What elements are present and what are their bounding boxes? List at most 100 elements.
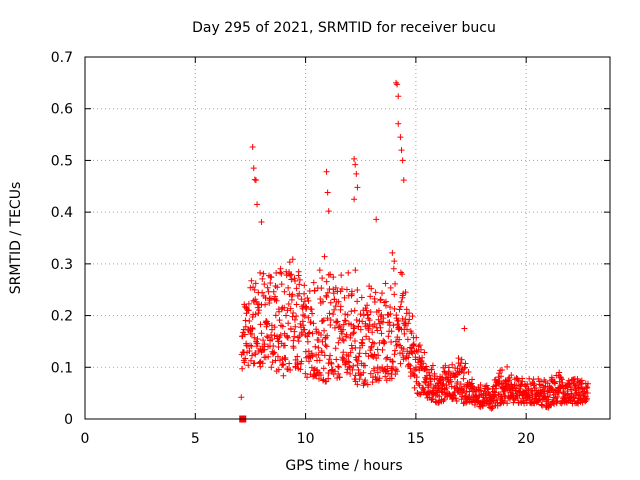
data-point [391, 258, 398, 265]
data-point [293, 313, 300, 320]
data-point [461, 364, 468, 371]
data-point [249, 325, 256, 332]
data-point [279, 323, 286, 330]
data-point [304, 295, 311, 302]
data-point [332, 284, 339, 291]
data-point [347, 349, 354, 356]
data-point [413, 334, 420, 341]
data-point [317, 372, 324, 379]
data-point [392, 371, 399, 378]
data-point [288, 271, 295, 278]
data-point [440, 380, 447, 387]
data-point [378, 311, 385, 318]
data-point [581, 388, 588, 395]
data-point [260, 270, 267, 277]
data-point [415, 343, 422, 350]
data-point [519, 378, 526, 385]
data-point [395, 120, 402, 127]
data-point [421, 349, 428, 356]
data-point [260, 337, 267, 344]
data-point [382, 302, 389, 309]
data-point [451, 389, 458, 396]
data-point [350, 362, 357, 369]
data-point [335, 370, 342, 377]
data-point [423, 363, 430, 370]
data-point [363, 307, 370, 314]
data-point [330, 286, 337, 293]
data-point [399, 271, 406, 278]
data-point [393, 79, 400, 86]
data-point [332, 345, 339, 352]
data-point [298, 358, 305, 365]
data-point [298, 296, 305, 303]
data-point [460, 400, 467, 407]
data-point [333, 356, 340, 363]
data-point [374, 369, 381, 376]
data-point [294, 361, 301, 368]
data-point [493, 396, 500, 403]
data-point [264, 320, 271, 327]
data-point [357, 372, 364, 379]
data-point [371, 351, 378, 358]
data-point [311, 287, 318, 294]
data-point [353, 317, 360, 324]
data-point [293, 285, 300, 292]
data-point [256, 307, 263, 314]
data-point [342, 311, 349, 318]
x-tick-label: 15 [407, 431, 425, 447]
y-tick-label: 0.6 [51, 102, 73, 118]
data-point [265, 288, 272, 295]
data-point [259, 289, 266, 296]
data-point [353, 356, 360, 363]
data-point [351, 325, 358, 332]
data-point [286, 259, 293, 266]
data-point [416, 342, 423, 349]
data-point [249, 314, 256, 321]
data-point [354, 381, 361, 388]
data-point [273, 269, 280, 276]
data-point [356, 376, 363, 383]
data-point [315, 351, 322, 358]
data-point [381, 339, 388, 346]
data-point [278, 281, 285, 288]
data-point [258, 218, 265, 225]
data-point [552, 380, 559, 387]
data-point [364, 381, 371, 388]
data-point [420, 360, 427, 367]
data-point [401, 330, 408, 337]
data-point [324, 189, 331, 196]
data-point [247, 284, 254, 291]
data-point [252, 311, 259, 318]
data-point [379, 346, 386, 353]
data-point [323, 168, 330, 175]
data-point [324, 289, 331, 296]
data-point [339, 336, 346, 343]
data-point [443, 384, 450, 391]
data-point [336, 374, 343, 381]
data-point [268, 274, 275, 281]
data-point [414, 348, 421, 355]
data-point [453, 397, 460, 404]
data-point [285, 300, 292, 307]
plot-frame [84, 56, 611, 420]
data-point [413, 374, 420, 381]
data-point [383, 355, 390, 362]
data-point [287, 272, 294, 279]
x-axis-label: GPS time / hours [285, 458, 402, 474]
data-point [458, 356, 465, 363]
data-point [306, 329, 313, 336]
data-point [547, 391, 554, 398]
data-point [384, 363, 391, 370]
data-point [354, 298, 361, 305]
data-point [335, 339, 342, 346]
data-point [273, 297, 280, 304]
data-point [404, 336, 411, 343]
data-point [413, 347, 420, 354]
data-point [277, 332, 284, 339]
data-point [382, 373, 389, 380]
data-point [583, 395, 590, 402]
data-point [382, 280, 389, 287]
data-point [315, 344, 322, 351]
data-point [294, 353, 301, 360]
data-point [577, 392, 584, 399]
